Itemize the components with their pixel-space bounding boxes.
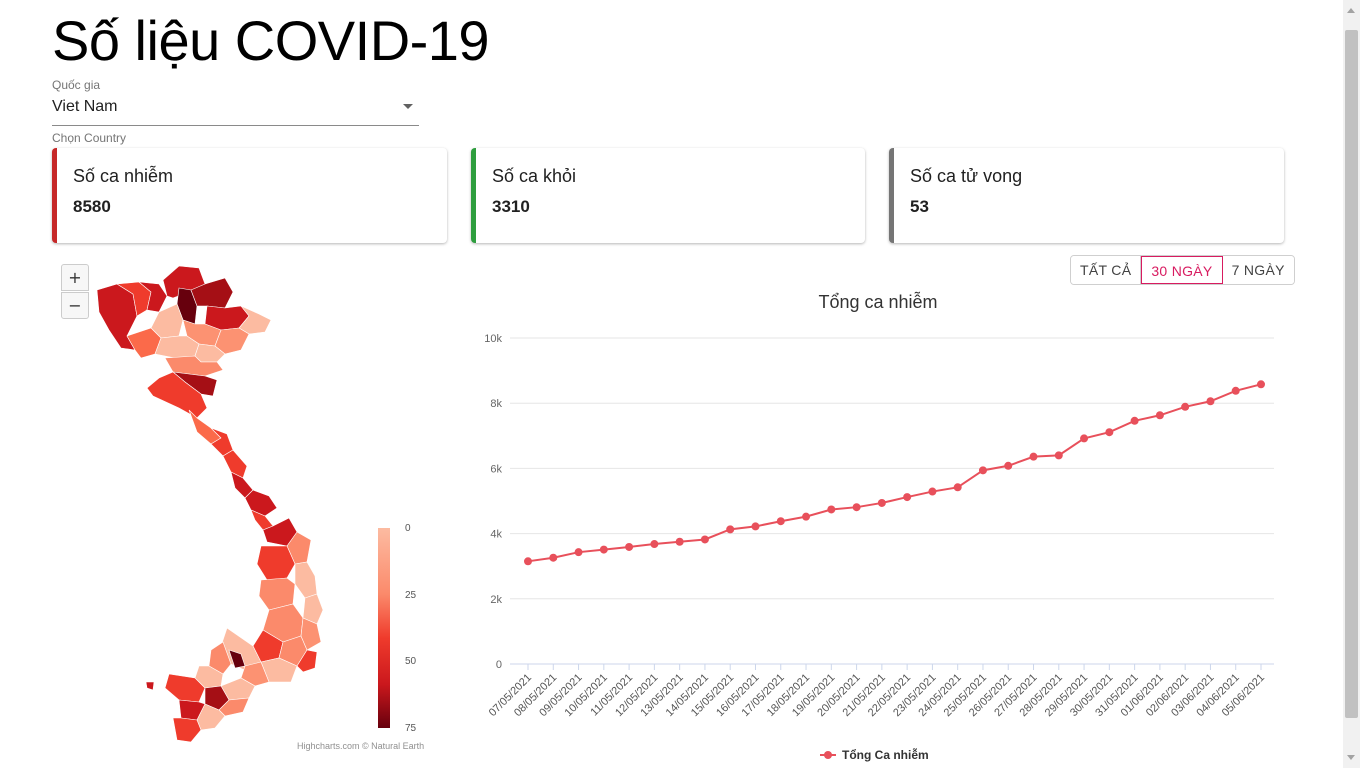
data-point[interactable] (1004, 461, 1013, 470)
data-point[interactable] (953, 483, 962, 492)
deaths-value: 53 (910, 197, 929, 216)
legend-tick-label: 50 (405, 656, 417, 667)
y-tick-label: 6k (490, 463, 502, 475)
vertical-scrollbar[interactable] (1343, 0, 1360, 768)
y-tick-label: 8k (490, 398, 502, 410)
map-region[interactable] (172, 717, 202, 743)
legend-series-label[interactable]: Tổng Ca nhiễm (842, 747, 929, 762)
y-tick-label: 0 (496, 659, 502, 671)
data-point[interactable] (1181, 402, 1190, 411)
scroll-down-icon[interactable] (1347, 755, 1355, 760)
map-regions[interactable] (96, 265, 324, 743)
vietnam-map: 0 25 50 75 + − Highcharts.com © Natural … (55, 258, 445, 758)
legend-tick-label: 0 (405, 523, 411, 534)
data-point[interactable] (928, 487, 937, 496)
map-region[interactable] (145, 681, 155, 691)
map-region[interactable] (240, 661, 270, 687)
data-point[interactable] (1206, 397, 1215, 406)
legend-color-bar (378, 528, 390, 728)
country-select[interactable]: Quốc gia Viet Nam Chọn Country (52, 78, 419, 145)
data-point[interactable] (776, 517, 785, 526)
map-region[interactable] (256, 545, 296, 581)
data-point[interactable] (599, 545, 608, 554)
page-title: Số liệu COVID-19 (52, 9, 490, 72)
data-point[interactable] (726, 525, 735, 534)
data-point[interactable] (524, 557, 532, 566)
chart-legend[interactable]: Tổng Ca nhiễm (820, 747, 929, 762)
data-point[interactable] (549, 553, 558, 562)
data-point[interactable] (625, 542, 634, 551)
range-7-days-button[interactable]: 7 NGÀY (1222, 256, 1294, 284)
data-point[interactable] (574, 548, 583, 557)
data-point[interactable] (802, 512, 811, 521)
data-point[interactable] (827, 505, 836, 514)
country-select-field[interactable]: Viet Nam (52, 96, 419, 126)
map-credits[interactable]: Highcharts.com © Natural Earth (297, 741, 425, 751)
chart-y-axis: 0 2k 4k 6k 8k 10k (484, 333, 502, 671)
data-point[interactable] (675, 537, 684, 546)
range-30-days-button[interactable]: 30 NGÀY (1141, 256, 1223, 284)
map-region[interactable] (244, 489, 278, 517)
data-point[interactable] (978, 466, 987, 475)
map-region[interactable] (154, 335, 200, 359)
data-point[interactable] (877, 498, 886, 507)
chart-gridlines (510, 337, 1274, 665)
map-legend: 0 25 50 75 (378, 523, 417, 734)
data-point[interactable] (1080, 434, 1089, 443)
map-region[interactable] (296, 649, 318, 673)
chart-series[interactable] (524, 380, 1265, 566)
series-line[interactable] (527, 383, 1262, 563)
data-point[interactable] (751, 522, 760, 531)
legend-series-marker[interactable] (824, 751, 832, 759)
zoom-out-button[interactable]: − (61, 292, 89, 319)
legend-tick-label: 25 (405, 590, 417, 601)
map-region[interactable] (222, 449, 248, 479)
legend-tick-label: 75 (405, 723, 417, 734)
data-point[interactable] (1029, 452, 1038, 461)
data-point[interactable] (1130, 416, 1139, 425)
scroll-up-icon[interactable] (1347, 8, 1355, 13)
zoom-in-button[interactable]: + (61, 264, 89, 291)
caret-down-icon[interactable] (403, 104, 413, 109)
y-tick-label: 4k (490, 529, 502, 541)
data-point[interactable] (1105, 428, 1114, 437)
data-point[interactable] (852, 503, 861, 512)
map-region[interactable] (300, 617, 322, 651)
infected-value: 8580 (73, 197, 111, 216)
choropleth-map-svg[interactable]: 0 25 50 75 (55, 258, 445, 758)
map-region[interactable] (146, 371, 208, 419)
line-chart-svg: Tổng ca nhiễm 0 2k 4k 6k 8k 10k 07/05/202108/… (484, 291, 1274, 762)
y-tick-label: 2k (490, 594, 502, 606)
map-region[interactable] (302, 593, 324, 625)
infected-card: Số ca nhiễm 8580 (52, 148, 447, 243)
deaths-label: Số ca tử vong (910, 166, 1023, 186)
infected-label: Số ca nhiễm (73, 166, 174, 186)
recovered-label: Số ca khỏi (492, 166, 577, 186)
recovered-card: Số ca khỏi 3310 (471, 148, 865, 243)
data-point[interactable] (903, 493, 912, 502)
data-point[interactable] (700, 535, 709, 544)
map-region[interactable] (238, 305, 272, 335)
scroll-thumb[interactable] (1345, 30, 1358, 718)
data-point[interactable] (650, 540, 659, 549)
range-all-button[interactable]: TẤT CẢ (1071, 256, 1142, 284)
map-region[interactable] (294, 561, 318, 599)
recovered-value: 3310 (492, 197, 530, 216)
range-button-group: TẤT CẢ 30 NGÀY 7 NGÀY (1070, 255, 1295, 285)
y-tick-label: 10k (484, 333, 502, 345)
line-chart: Tổng ca nhiễm 0 2k 4k 6k 8k 10k 07/05/2021 08/… (470, 285, 1290, 768)
map-region[interactable] (190, 277, 234, 309)
data-point[interactable] (1231, 386, 1240, 395)
chart-x-axis: 07/05/202108/05/202109/05/202110/05/2021… (487, 664, 1267, 719)
country-select-helper: Chọn Country (52, 131, 127, 145)
data-point[interactable] (1257, 380, 1265, 389)
country-select-label: Quốc gia (52, 78, 101, 92)
country-select-value[interactable]: Viet Nam (52, 98, 118, 115)
map-region[interactable] (188, 409, 222, 445)
data-point[interactable] (1054, 451, 1063, 460)
chart-title: Tổng ca nhiễm (818, 291, 937, 312)
deaths-card: Số ca tử vong 53 (889, 148, 1284, 243)
data-point[interactable] (1155, 411, 1164, 420)
